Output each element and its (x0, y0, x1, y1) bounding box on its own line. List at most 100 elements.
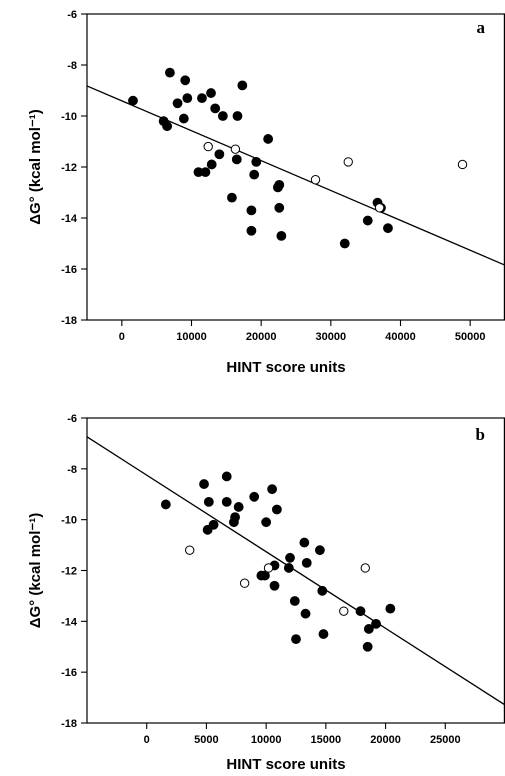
y-tick-label: -8 (67, 464, 77, 476)
data-point-open (203, 141, 213, 152)
data-point-filled (214, 149, 225, 160)
data-point-filled (267, 484, 278, 495)
y-tick-label: -12 (61, 566, 77, 578)
y-tick-label: -12 (61, 162, 77, 174)
x-tick-label: 25000 (430, 734, 461, 746)
data-point-open (310, 175, 321, 185)
x-tick-label: 0 (119, 331, 125, 343)
data-point-filled (197, 93, 207, 104)
y-tick-label: -8 (67, 60, 77, 72)
data-point-open (185, 545, 195, 555)
data-point-filled (165, 67, 175, 78)
data-point-filled (246, 225, 257, 236)
data-point-filled (208, 519, 219, 530)
data-point-open (374, 203, 385, 213)
x-axis-title: HINT score units (226, 756, 345, 773)
data-point-filled (180, 75, 191, 86)
data-point-filled (263, 134, 274, 144)
data-point-filled (221, 496, 232, 507)
data-point-filled (300, 608, 311, 619)
y-axis-title: ΔG° (kcal mol⁻¹) (27, 513, 44, 629)
x-tick-label: 0 (144, 734, 150, 746)
data-point-filled (314, 545, 325, 556)
y-tick-label: -16 (61, 264, 77, 276)
data-point-filled (230, 512, 240, 523)
data-point-open (360, 563, 370, 573)
data-point-filled (227, 192, 237, 203)
data-point-filled (237, 80, 248, 91)
y-tick-label: -6 (67, 9, 77, 21)
panel-label: a (477, 18, 486, 37)
y-axis-title: ΔG° (kcal mol⁻¹) (27, 109, 44, 225)
data-point-filled (299, 537, 310, 548)
data-point-filled (385, 603, 396, 614)
data-point-filled (199, 479, 209, 489)
data-point-open (263, 563, 274, 573)
x-tick-label: 20000 (246, 331, 277, 343)
x-tick-label: 10000 (176, 331, 207, 343)
data-point-filled (283, 563, 294, 573)
y-tick-label: -6 (67, 413, 77, 425)
data-point-filled (221, 471, 232, 482)
x-tick-label: 50000 (455, 331, 486, 343)
data-point-filled (362, 641, 373, 652)
data-point-open (339, 606, 349, 616)
data-point-filled (206, 88, 216, 98)
data-point-filled (355, 606, 366, 617)
data-point-filled (160, 499, 171, 510)
data-point-filled (291, 634, 301, 645)
data-point-filled (203, 496, 214, 507)
data-point-filled (371, 618, 381, 629)
data-point-filled (233, 502, 244, 512)
data-point-filled (274, 202, 285, 213)
data-point-filled (249, 491, 260, 502)
data-point-filled (162, 121, 173, 132)
data-point-filled (232, 111, 243, 121)
data-point-filled (178, 113, 189, 124)
chart-panel-a: -6 -8 -10 -12 -14 -16 -18 0 10000 20000 30000 40000… (27, 9, 505, 376)
data-point-filled (363, 624, 374, 634)
y-tick-label: -14 (61, 616, 78, 628)
data-point-filled (251, 157, 262, 167)
data-point-filled (285, 552, 295, 563)
data-point-filled (383, 223, 393, 234)
regression-line (87, 436, 505, 706)
data-point-filled (217, 111, 228, 121)
data-point-filled (249, 169, 260, 180)
x-tick-label: 5000 (194, 734, 218, 746)
plot-area (86, 13, 505, 321)
data-point-filled (301, 557, 312, 568)
data-point-open (457, 159, 468, 170)
data-point-filled (289, 596, 300, 606)
data-point-filled (206, 159, 217, 170)
data-point-filled (231, 154, 242, 165)
data-point-filled (128, 95, 138, 106)
data-point-filled (172, 98, 183, 109)
y-tick-label: -16 (61, 667, 77, 679)
y-tick-label: -14 (61, 213, 78, 225)
x-tick-label: 30000 (316, 331, 347, 343)
data-point-filled (260, 570, 270, 581)
data-point-open (239, 578, 250, 588)
data-point-filled (362, 215, 373, 226)
chart-panel-b: -6 -8 -10 -12 -14 -16 -18 0 5000 10000 15000 20000 2… (27, 413, 505, 773)
data-point-filled (274, 179, 285, 190)
regression-line (87, 85, 505, 266)
x-tick-label: 20000 (370, 734, 401, 746)
data-point-open (230, 144, 241, 154)
data-point-filled (339, 238, 350, 249)
x-tick-label: 15000 (311, 734, 342, 746)
data-point-filled (246, 205, 257, 216)
y-tick-label: -10 (61, 515, 77, 527)
data-point-filled (317, 585, 328, 596)
data-point-filled (269, 580, 280, 591)
data-point-filled (210, 103, 221, 114)
x-tick-label: 10000 (251, 734, 282, 746)
data-point-filled (271, 504, 282, 515)
y-tick-label: -10 (61, 111, 77, 123)
data-point-filled (200, 167, 211, 178)
y-tick-label: -18 (61, 718, 77, 730)
data-point-filled (261, 517, 272, 528)
data-point-filled (182, 93, 193, 104)
